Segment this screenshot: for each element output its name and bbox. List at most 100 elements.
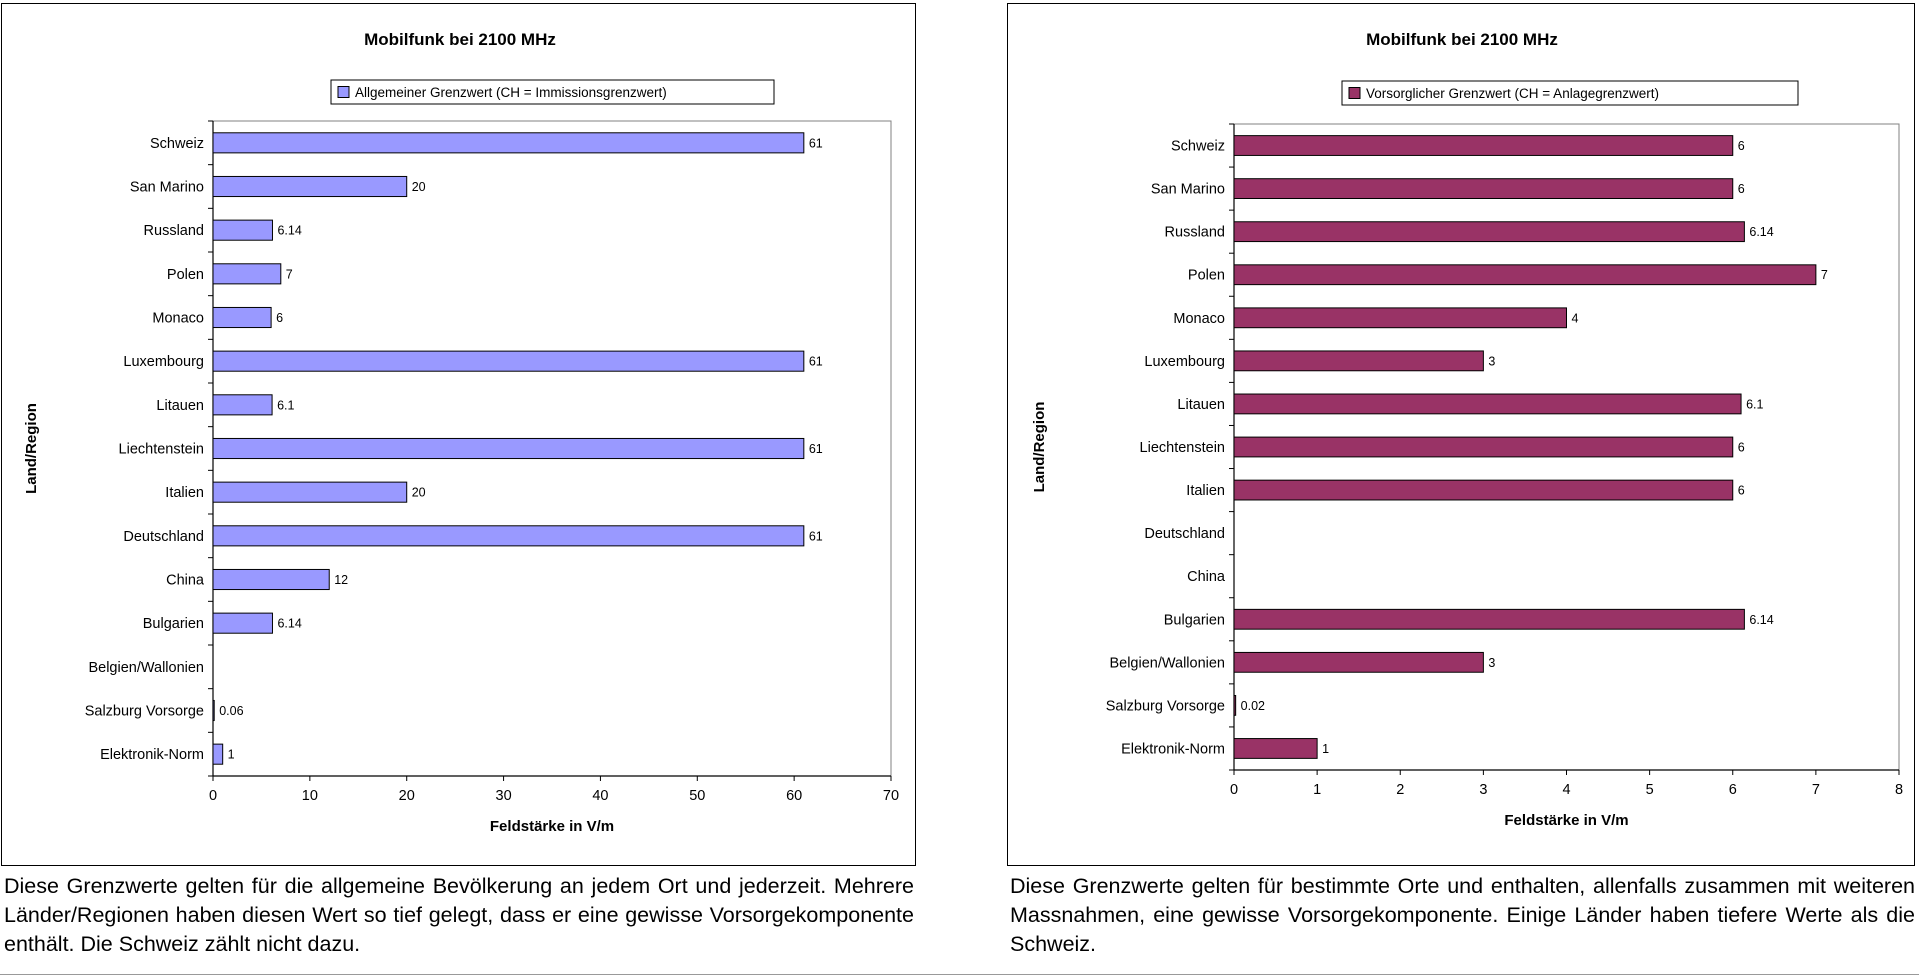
y-tick-label: Belgien/Wallonien	[1109, 655, 1225, 671]
legend: Allgemeiner Grenzwert (CH = Immissionsgr…	[330, 79, 775, 105]
bar	[1233, 479, 1734, 501]
y-tick-label: Belgien/Wallonien	[88, 660, 204, 676]
data-label: 6.14	[277, 617, 301, 631]
y-tick-label: Elektronik-Norm	[100, 747, 204, 763]
data-label: 6.14	[1749, 613, 1773, 627]
bar	[1233, 307, 1567, 329]
y-tick-label: Russland	[1165, 225, 1225, 241]
y-tick-label: Liechtenstein	[119, 442, 204, 458]
bar	[1233, 178, 1734, 200]
legend-label: Allgemeiner Grenzwert (CH = Immissionsgr…	[355, 85, 667, 100]
bar	[1233, 651, 1484, 673]
bar	[1233, 608, 1745, 630]
x-tick-label: 10	[302, 788, 318, 804]
chart-title: Mobilfunk bei 2100 MHz	[364, 30, 556, 49]
y-tick-label: Salzburg Vorsorge	[1106, 698, 1225, 714]
data-label: 12	[334, 573, 348, 587]
legend: Vorsorglicher Grenzwert (CH = Anlagegren…	[1341, 80, 1799, 106]
caption-right: Diese Grenzwerte gelten für bestimmte Or…	[1010, 874, 1915, 956]
x-tick-label: 50	[689, 788, 705, 804]
data-label: 6	[1738, 182, 1745, 196]
y-tick-label: Russland	[144, 223, 204, 239]
y-tick-label: Litauen	[156, 398, 204, 414]
x-tick-label: 70	[883, 788, 899, 804]
chart-left-svg: Mobilfunk bei 2100 MHz Allgemeiner Grenzw…	[23, 30, 899, 835]
y-tick-label: San Marino	[130, 180, 204, 196]
x-tick-label: 5	[1646, 782, 1654, 798]
x-tick-label: 1	[1313, 782, 1321, 798]
y-tick-label: Bulgarien	[1164, 612, 1225, 628]
data-label: 6.14	[1749, 225, 1773, 239]
y-tick-label: Monaco	[1173, 311, 1225, 327]
bar	[212, 612, 273, 634]
bar	[212, 394, 273, 416]
data-label: 1	[1322, 742, 1329, 756]
y-tick-label: Polen	[1188, 268, 1225, 284]
bar	[1233, 135, 1734, 156]
data-label: 6	[276, 311, 283, 325]
x-tick-label: 0	[1230, 782, 1238, 798]
bar	[1233, 264, 1817, 286]
chart-right-svg: Mobilfunk bei 2100 MHz Vorsorglicher Gren…	[1031, 30, 1903, 829]
y-tick-label: Monaco	[152, 311, 204, 327]
y-tick-label: Litauen	[1177, 397, 1225, 413]
x-axis-title: Feldstärke in V/m	[490, 818, 614, 835]
data-label: 61	[809, 529, 823, 543]
legend-swatch	[1348, 87, 1361, 99]
bar	[212, 132, 805, 154]
bottom-divider	[0, 974, 1919, 975]
data-label: 61	[809, 442, 823, 456]
bar	[212, 437, 805, 460]
data-label: 61	[809, 136, 823, 150]
y-tick-label: Luxembourg	[1144, 354, 1225, 370]
data-label: 3	[1488, 354, 1495, 368]
data-label: 1	[228, 748, 235, 762]
data-label: 20	[412, 180, 426, 194]
x-tick-label: 8	[1895, 782, 1903, 798]
legend-box	[330, 79, 775, 105]
x-tick-label: 30	[496, 788, 512, 804]
y-tick-label: Italien	[1186, 483, 1225, 499]
legend-label: Vorsorglicher Grenzwert (CH = Anlagegren…	[1366, 86, 1659, 101]
data-label: 4	[1572, 311, 1579, 325]
x-tick-label: 0	[209, 788, 217, 804]
y-tick-label: Italien	[165, 485, 204, 501]
y-tick-label: Elektronik-Norm	[1121, 741, 1225, 757]
bar	[1233, 350, 1484, 372]
bar	[1233, 436, 1734, 458]
bar	[212, 481, 408, 503]
legend-box	[1341, 80, 1799, 106]
bar	[212, 263, 282, 285]
y-tick-label: Liechtenstein	[1140, 440, 1225, 456]
data-label: 6.1	[1746, 397, 1763, 411]
legend-swatch	[337, 86, 350, 98]
bar	[212, 306, 272, 329]
y-tick-label: Deutschland	[1144, 526, 1225, 542]
bar	[212, 175, 408, 198]
x-tick-label: 4	[1562, 782, 1570, 798]
chart-title: Mobilfunk bei 2100 MHz	[1366, 30, 1558, 49]
bar	[212, 743, 224, 765]
bar	[1233, 694, 1237, 716]
x-tick-label: 20	[399, 788, 415, 804]
bar	[212, 568, 330, 591]
x-tick-label: 6	[1729, 782, 1737, 798]
x-axis-title: Feldstärke in V/m	[1504, 812, 1628, 829]
data-label: 3	[1488, 656, 1495, 670]
bar	[1233, 738, 1318, 759]
data-label: 6	[1738, 139, 1745, 153]
y-axis-title: Land/Region	[23, 403, 40, 494]
y-tick-label: China	[1187, 569, 1226, 585]
chart-panel-right: Mobilfunk bei 2100 MHz Vorsorglicher Gren…	[1007, 3, 1915, 866]
x-tick-label: 3	[1479, 782, 1487, 798]
y-axis-title: Land/Region	[1031, 402, 1048, 493]
x-tick-label: 7	[1812, 782, 1820, 798]
x-tick-label: 40	[592, 788, 608, 804]
y-tick-label: Bulgarien	[143, 616, 204, 632]
data-label: 7	[1821, 268, 1828, 282]
y-tick-label: Salzburg Vorsorge	[85, 704, 204, 720]
bar	[212, 525, 805, 547]
y-tick-label: San Marino	[1151, 182, 1225, 198]
y-tick-label: Polen	[167, 267, 204, 283]
bar	[212, 350, 805, 372]
